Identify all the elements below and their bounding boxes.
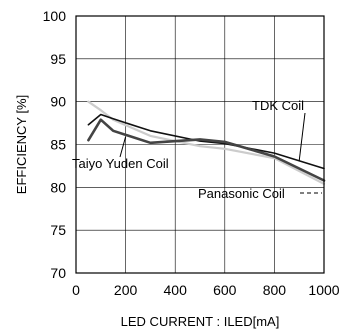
annotation-layer: TDK Coil Taiyo Yuden Coil Panasonic Coil <box>72 98 322 201</box>
y-tick-label: 100 <box>43 8 67 24</box>
y-tick-label: 90 <box>50 94 66 110</box>
x-axis-title: LED CURRENT : ILED[mA] <box>121 314 280 329</box>
y-axis-title: EFFICIENCY [%] <box>14 95 29 194</box>
y-tick-label: 70 <box>50 265 66 281</box>
x-tick-label: 400 <box>164 282 188 298</box>
y-tick-label: 75 <box>50 222 66 238</box>
y-tick-label: 95 <box>50 51 66 67</box>
panasonic-coil-label: Panasonic Coil <box>198 186 285 201</box>
taiyo-yuden-leader-line <box>119 136 127 158</box>
taiyo-yuden-coil-label: Taiyo Yuden Coil <box>72 156 169 171</box>
series-layer <box>87 100 326 185</box>
grid-layer <box>75 15 325 274</box>
x-tick-label: 200 <box>114 282 138 298</box>
x-tick-label: 600 <box>213 282 237 298</box>
plot-frame <box>75 15 325 274</box>
x-tick-label: 0 <box>72 282 80 298</box>
tdk-coil-label: TDK Coil <box>252 98 304 113</box>
series-line-taiyo-yuden-coil <box>87 118 326 182</box>
x-tick-label: 800 <box>263 282 287 298</box>
series-line-tdk-coil <box>87 113 325 170</box>
y-tick-label: 85 <box>50 137 66 153</box>
y-tick-label: 80 <box>50 179 66 195</box>
tick-label-layer: 0 200 400 600 800 1000 70 75 80 85 90 95 100 <box>43 8 340 298</box>
x-tick-label: 1000 <box>308 282 339 298</box>
tdk-leader-line <box>298 112 306 161</box>
